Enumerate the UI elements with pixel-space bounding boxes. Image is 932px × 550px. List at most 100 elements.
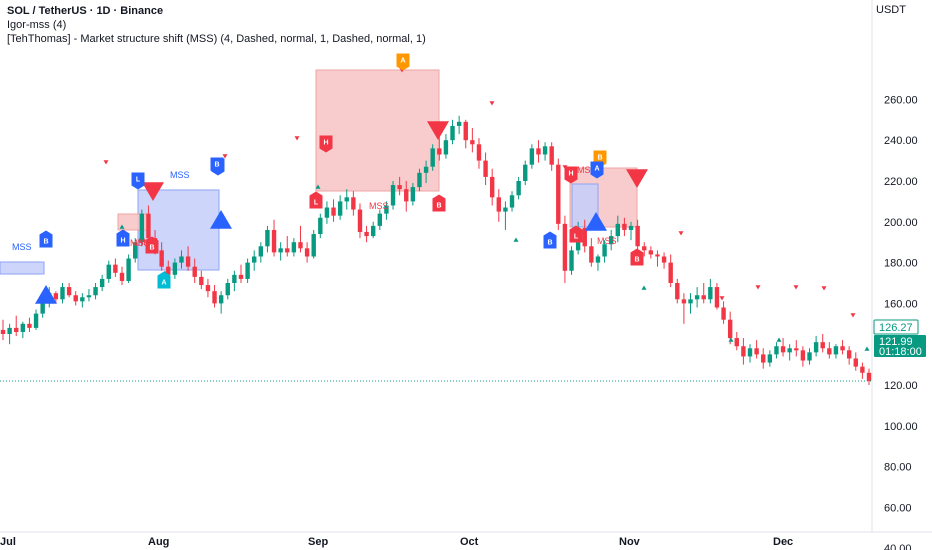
candle-body bbox=[192, 266, 197, 277]
indicator-legend-tehthomas-mss[interactable]: [TehThomas] - Market structure shift (MS… bbox=[7, 33, 426, 45]
candle-body bbox=[701, 295, 706, 300]
candle-body bbox=[364, 232, 369, 237]
mss-label: MSS bbox=[130, 238, 150, 248]
candle-body bbox=[450, 125, 455, 141]
mss-down-triangle bbox=[850, 313, 856, 318]
symbol-title[interactable]: SOL / TetherUS · 1D · Binance bbox=[7, 5, 164, 17]
candle-body bbox=[80, 297, 85, 302]
mss-up-triangle bbox=[776, 337, 782, 342]
currency-label[interactable]: USDT bbox=[876, 4, 906, 16]
candle-body bbox=[351, 197, 356, 210]
y-tick-label: 200.00 bbox=[884, 217, 918, 229]
swing-badge-label: B bbox=[43, 239, 48, 246]
swing-badge bbox=[210, 157, 224, 175]
zones-layer bbox=[0, 69, 638, 275]
swing-badge bbox=[630, 248, 644, 266]
candle-body bbox=[536, 148, 541, 155]
candle-body bbox=[622, 223, 627, 230]
mss-up-triangle bbox=[728, 337, 734, 342]
swing-badge bbox=[432, 194, 446, 212]
candle-body bbox=[146, 213, 151, 239]
candle-body bbox=[655, 254, 660, 257]
candle-body bbox=[595, 256, 601, 263]
mss-up-triangle bbox=[513, 237, 519, 242]
x-tick-label: Dec bbox=[773, 536, 793, 548]
markers-layer: MSSMSSMSSMSSMSSMSSMSSBHLBABHLBABHLBABB bbox=[12, 53, 870, 351]
candle-body bbox=[741, 346, 746, 357]
mss-down-triangle bbox=[142, 182, 164, 201]
candle-body bbox=[642, 246, 647, 251]
candle-body bbox=[337, 201, 343, 216]
candle-body bbox=[417, 172, 422, 188]
candle-body bbox=[86, 295, 92, 298]
candle-body bbox=[113, 264, 118, 273]
candle-body bbox=[456, 121, 462, 126]
swing-badge bbox=[569, 225, 583, 243]
candle-body bbox=[298, 242, 303, 249]
candle-body bbox=[549, 146, 554, 165]
candle-body bbox=[205, 285, 211, 292]
swing-badge-label: B bbox=[597, 155, 602, 162]
candle-body bbox=[133, 242, 138, 259]
candle-body bbox=[846, 350, 852, 359]
candle-body bbox=[311, 234, 316, 257]
candle-body bbox=[27, 323, 32, 328]
countdown-tag-text: 01:18:00 bbox=[879, 346, 922, 358]
candle-body bbox=[589, 246, 594, 263]
candle-body bbox=[212, 291, 217, 304]
swing-badge-label: L bbox=[136, 177, 141, 184]
candle-body bbox=[675, 283, 680, 300]
candle-body bbox=[377, 213, 383, 226]
candle-body bbox=[318, 217, 323, 235]
chart-header: SOL / TetherUS · 1D · Binance Igor-mss (… bbox=[7, 4, 426, 46]
candle-body bbox=[404, 189, 409, 202]
candle-body bbox=[602, 244, 607, 257]
structure-zone bbox=[137, 189, 220, 271]
candle-body bbox=[668, 262, 673, 283]
candle-body bbox=[774, 346, 779, 355]
candle-body bbox=[787, 348, 792, 353]
candle-body bbox=[827, 348, 832, 355]
mss-down-triangle bbox=[626, 169, 648, 188]
candle-body bbox=[370, 225, 376, 237]
structure-zone bbox=[0, 261, 45, 275]
candle-body bbox=[238, 274, 244, 279]
y-tick-label: 160.00 bbox=[884, 298, 918, 310]
candle-body bbox=[562, 223, 568, 271]
swing-badge-label: H bbox=[120, 238, 125, 245]
candle-body bbox=[93, 287, 98, 296]
swing-badge bbox=[309, 191, 323, 209]
candle-body bbox=[390, 185, 396, 206]
prev-close-tag-text: 126.27 bbox=[879, 322, 913, 334]
candle-body bbox=[509, 195, 515, 208]
candle-body bbox=[681, 299, 687, 304]
swing-badge bbox=[145, 236, 159, 254]
candle-body bbox=[800, 350, 806, 361]
swing-badge bbox=[564, 166, 578, 184]
indicator-legend-igor-mss[interactable]: Igor-mss (4) bbox=[7, 19, 67, 31]
candle-body bbox=[767, 354, 773, 363]
candle-body bbox=[761, 354, 766, 363]
swing-badge bbox=[590, 161, 604, 179]
x-tick-label: Sep bbox=[308, 536, 328, 548]
mss-down-triangle bbox=[755, 285, 761, 290]
mss-label: MSS bbox=[170, 170, 190, 180]
candle-body bbox=[437, 148, 442, 155]
candle-body bbox=[648, 250, 654, 255]
candle-body bbox=[608, 236, 614, 245]
y-tick-label: 120.00 bbox=[884, 380, 918, 392]
candle-body bbox=[476, 144, 482, 161]
candle-body bbox=[252, 256, 257, 263]
candle-body bbox=[820, 342, 825, 349]
mss-up-triangle bbox=[864, 346, 870, 351]
y-tick-label: 180.00 bbox=[884, 258, 918, 270]
swing-badge bbox=[396, 53, 410, 71]
swing-badge-label: B bbox=[634, 257, 639, 264]
candle-body bbox=[139, 213, 145, 243]
candle-body bbox=[523, 164, 528, 181]
mss-down-triangle bbox=[294, 136, 300, 141]
candle-body bbox=[635, 225, 640, 247]
x-tick-label: Oct bbox=[460, 536, 479, 548]
candle-body bbox=[503, 207, 508, 212]
